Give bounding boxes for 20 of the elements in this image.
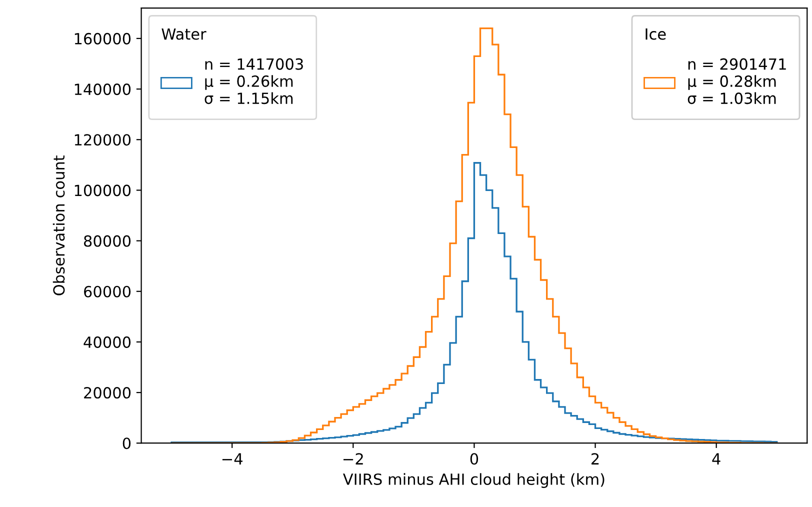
y-tick-label: 140000 (74, 84, 131, 96)
x-tick-label: 0 (470, 453, 478, 465)
y-tick-label: 60000 (84, 286, 131, 298)
y-tick-label: 80000 (84, 235, 131, 247)
y-tick-label: 160000 (74, 32, 131, 44)
y-tick-label: 20000 (84, 387, 131, 399)
x-tick-label: 2 (592, 453, 599, 464)
x-axis-title: VIIRS minus AHI cloud height (km) (342, 473, 604, 488)
x-tick-label: −2 (344, 453, 363, 464)
legend-label: n = 1417003 μ = 0.26km σ = 1.15km (204, 58, 303, 104)
x-tick-label: −4 (222, 453, 242, 464)
y-tick-label: 120000 (74, 134, 131, 146)
y-tick-label: 40000 (84, 336, 131, 348)
y-tick-label: 0 (122, 438, 131, 450)
text: Water (162, 28, 206, 40)
text: Ice (646, 28, 666, 40)
x-tick-label: 4 (712, 453, 720, 464)
y-tick-label: 100000 (74, 184, 131, 196)
y-axis-title: Observation count (52, 155, 65, 296)
legend-label: n = 2901471 μ = 0.28km σ = 1.03km (688, 58, 786, 104)
